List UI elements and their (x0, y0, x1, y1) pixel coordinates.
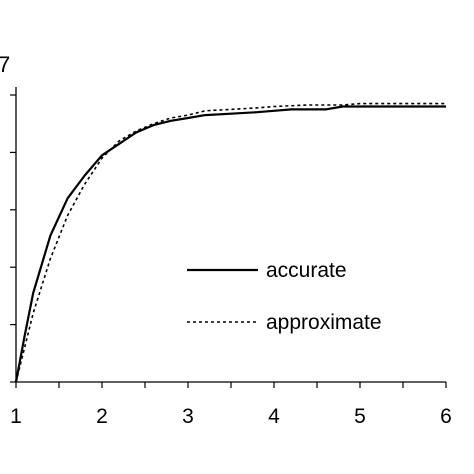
x-ticks (15, 382, 447, 388)
x-tick-label: 4 (268, 405, 280, 428)
y-ticks (10, 94, 16, 383)
legend-label-accurate: accurate (266, 259, 347, 282)
x-tick-label: 3 (182, 405, 194, 428)
y-axis-label: 7 (0, 52, 10, 77)
x-tick-label: 6 (440, 405, 452, 428)
x-tick-label: 5 (354, 405, 366, 428)
x-tick-labels: 1 2 3 4 5 6 (10, 405, 452, 428)
x-tick-label: 1 (10, 405, 22, 428)
series-layer (14, 102, 446, 383)
series-line-accurate (14, 105, 446, 383)
x-tick-label: 2 (96, 405, 108, 428)
legend: accurate approximate (187, 259, 382, 334)
legend-label-approximate: approximate (266, 311, 382, 334)
series-line-approximate (15, 102, 446, 383)
